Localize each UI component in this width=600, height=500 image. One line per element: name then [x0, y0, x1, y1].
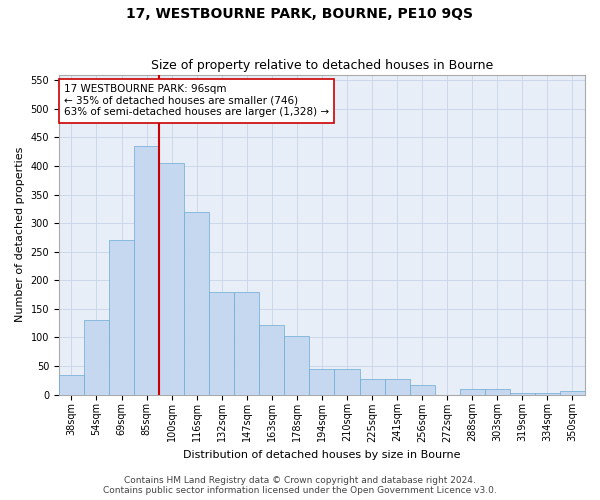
Bar — [510, 393, 535, 394]
Bar — [410, 385, 434, 394]
X-axis label: Distribution of detached houses by size in Bourne: Distribution of detached houses by size … — [183, 450, 461, 460]
Title: Size of property relative to detached houses in Bourne: Size of property relative to detached ho… — [151, 59, 493, 72]
Text: 17, WESTBOURNE PARK, BOURNE, PE10 9QS: 17, WESTBOURNE PARK, BOURNE, PE10 9QS — [127, 8, 473, 22]
Bar — [284, 336, 310, 394]
Bar — [134, 146, 159, 394]
Text: 17 WESTBOURNE PARK: 96sqm
← 35% of detached houses are smaller (746)
63% of semi: 17 WESTBOURNE PARK: 96sqm ← 35% of detac… — [64, 84, 329, 117]
Bar — [59, 374, 84, 394]
Y-axis label: Number of detached properties: Number of detached properties — [15, 147, 25, 322]
Bar — [259, 325, 284, 394]
Bar — [109, 240, 134, 394]
Bar — [184, 212, 209, 394]
Bar — [535, 393, 560, 394]
Bar — [159, 163, 184, 394]
Bar — [209, 292, 234, 395]
Bar — [385, 378, 410, 394]
Bar — [460, 390, 485, 394]
Bar — [84, 320, 109, 394]
Text: Contains HM Land Registry data © Crown copyright and database right 2024.
Contai: Contains HM Land Registry data © Crown c… — [103, 476, 497, 495]
Bar — [334, 369, 359, 394]
Bar — [359, 378, 385, 394]
Bar — [234, 292, 259, 395]
Bar — [560, 391, 585, 394]
Bar — [310, 369, 334, 394]
Bar — [485, 390, 510, 394]
